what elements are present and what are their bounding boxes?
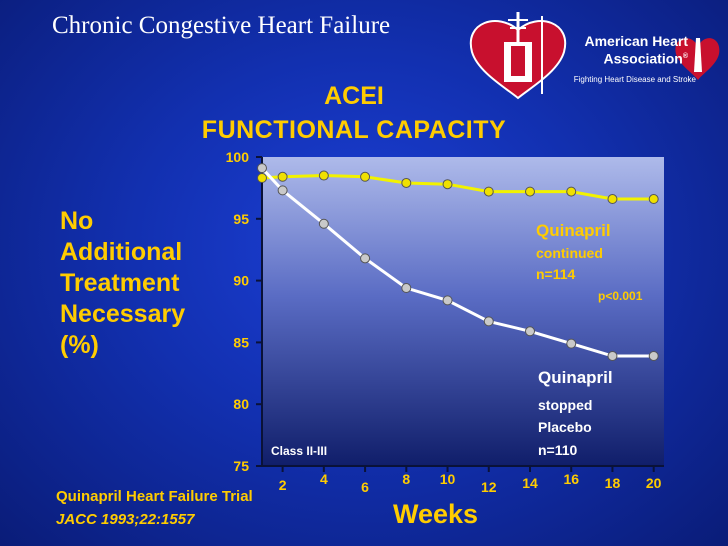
data-point-stopped: [360, 253, 371, 264]
data-point-stopped: [277, 185, 288, 196]
annotations: Quinapril continued n=114 p<0.001 Quinap…: [271, 221, 643, 458]
stopped-label-line2: stopped: [538, 397, 592, 413]
stopped-n-label: n=110: [538, 442, 578, 458]
x-tick-label: 8: [402, 471, 410, 487]
x-tick-label: 10: [440, 471, 456, 487]
x-tick-label: 18: [605, 475, 621, 491]
x-tick-label: 16: [563, 471, 579, 487]
aha-tagline: Fighting Heart Disease and Stroke: [573, 75, 696, 84]
x-tick-label: 12: [481, 479, 497, 495]
data-point-continued: [442, 179, 453, 190]
data-point-continued: [483, 186, 494, 197]
y-label-line: Necessary: [60, 300, 186, 328]
data-point-continued: [277, 171, 288, 182]
y-tick-label: 80: [233, 396, 249, 412]
continued-n-label: n=114: [536, 266, 576, 282]
continued-label-line1: Quinapril: [536, 221, 611, 240]
y-tick-label: 95: [233, 211, 249, 227]
data-point-stopped: [607, 350, 618, 361]
aha-org-name-line2: Association: [603, 50, 683, 67]
data-point-stopped: [318, 218, 329, 229]
logo-area: [458, 8, 720, 100]
data-point-continued: [257, 173, 267, 184]
data-point-stopped: [525, 326, 535, 337]
p-value-label: p<0.001: [598, 289, 643, 303]
registered-mark: ®: [682, 53, 688, 60]
aha-org-name: American Heart Association®: [568, 33, 689, 67]
class-label: Class II-III: [271, 444, 327, 458]
heading-line2: FUNCTIONAL CAPACITY: [201, 116, 507, 144]
y-label-line: Additional: [60, 238, 183, 266]
data-point-stopped: [257, 163, 267, 174]
data-point-stopped: [483, 316, 494, 327]
data-point-continued: [401, 177, 412, 188]
y-label-line: Treatment: [60, 269, 180, 297]
plot-area: [262, 157, 664, 466]
logo-graphics: [469, 12, 720, 100]
continued-label-line2: continued: [536, 245, 603, 261]
y-label-line: No: [60, 207, 94, 235]
y-tick-label: 90: [233, 273, 249, 289]
data-point-continued: [318, 170, 329, 181]
x-tick-label: 4: [320, 471, 328, 487]
data-point-continued: [525, 186, 535, 197]
data-point-continued: [648, 194, 659, 205]
y-tick-label: 75: [233, 458, 249, 474]
x-tick-label: 20: [646, 475, 662, 491]
slide-title: Chronic Congestive Heart Failure: [52, 12, 391, 39]
y-label-line: (%): [60, 331, 99, 359]
footer-trial: Quinapril Heart Failure Trial: [56, 488, 253, 505]
x-tick-label: 2: [279, 477, 287, 493]
series-layer: [257, 163, 659, 361]
x-axis-title: Weeks: [393, 499, 479, 529]
data-point-stopped: [442, 295, 453, 306]
data-point-continued: [566, 186, 577, 197]
y-axis-label: No Additional Treatment Necessary (%): [60, 206, 220, 361]
stopped-label-line3: Placebo: [538, 419, 592, 435]
axes: 75 80 85 90 95 100 2 4 6 8 10 12 14 16 18 20: [226, 149, 664, 495]
y-tick-label: 100: [226, 149, 250, 165]
heading-line1: ACEI: [324, 82, 384, 110]
stopped-label-line1: Quinapril: [538, 368, 613, 387]
aha-org-name-line2-wrap: Association®: [568, 49, 688, 67]
data-point-continued: [360, 171, 371, 182]
data-point-stopped: [566, 338, 577, 349]
y-tick-label: 85: [233, 334, 249, 350]
aha-heart-torch-icon: [675, 38, 720, 80]
footer-citation: JACC 1993;22:1557: [56, 511, 195, 528]
x-tick-label: 14: [522, 475, 538, 491]
data-point-stopped: [648, 350, 659, 361]
data-point-continued: [607, 194, 618, 205]
x-tick-label: 6: [361, 479, 369, 495]
data-point-stopped: [401, 283, 412, 294]
aha-org-name-line1: American Heart: [584, 33, 689, 49]
